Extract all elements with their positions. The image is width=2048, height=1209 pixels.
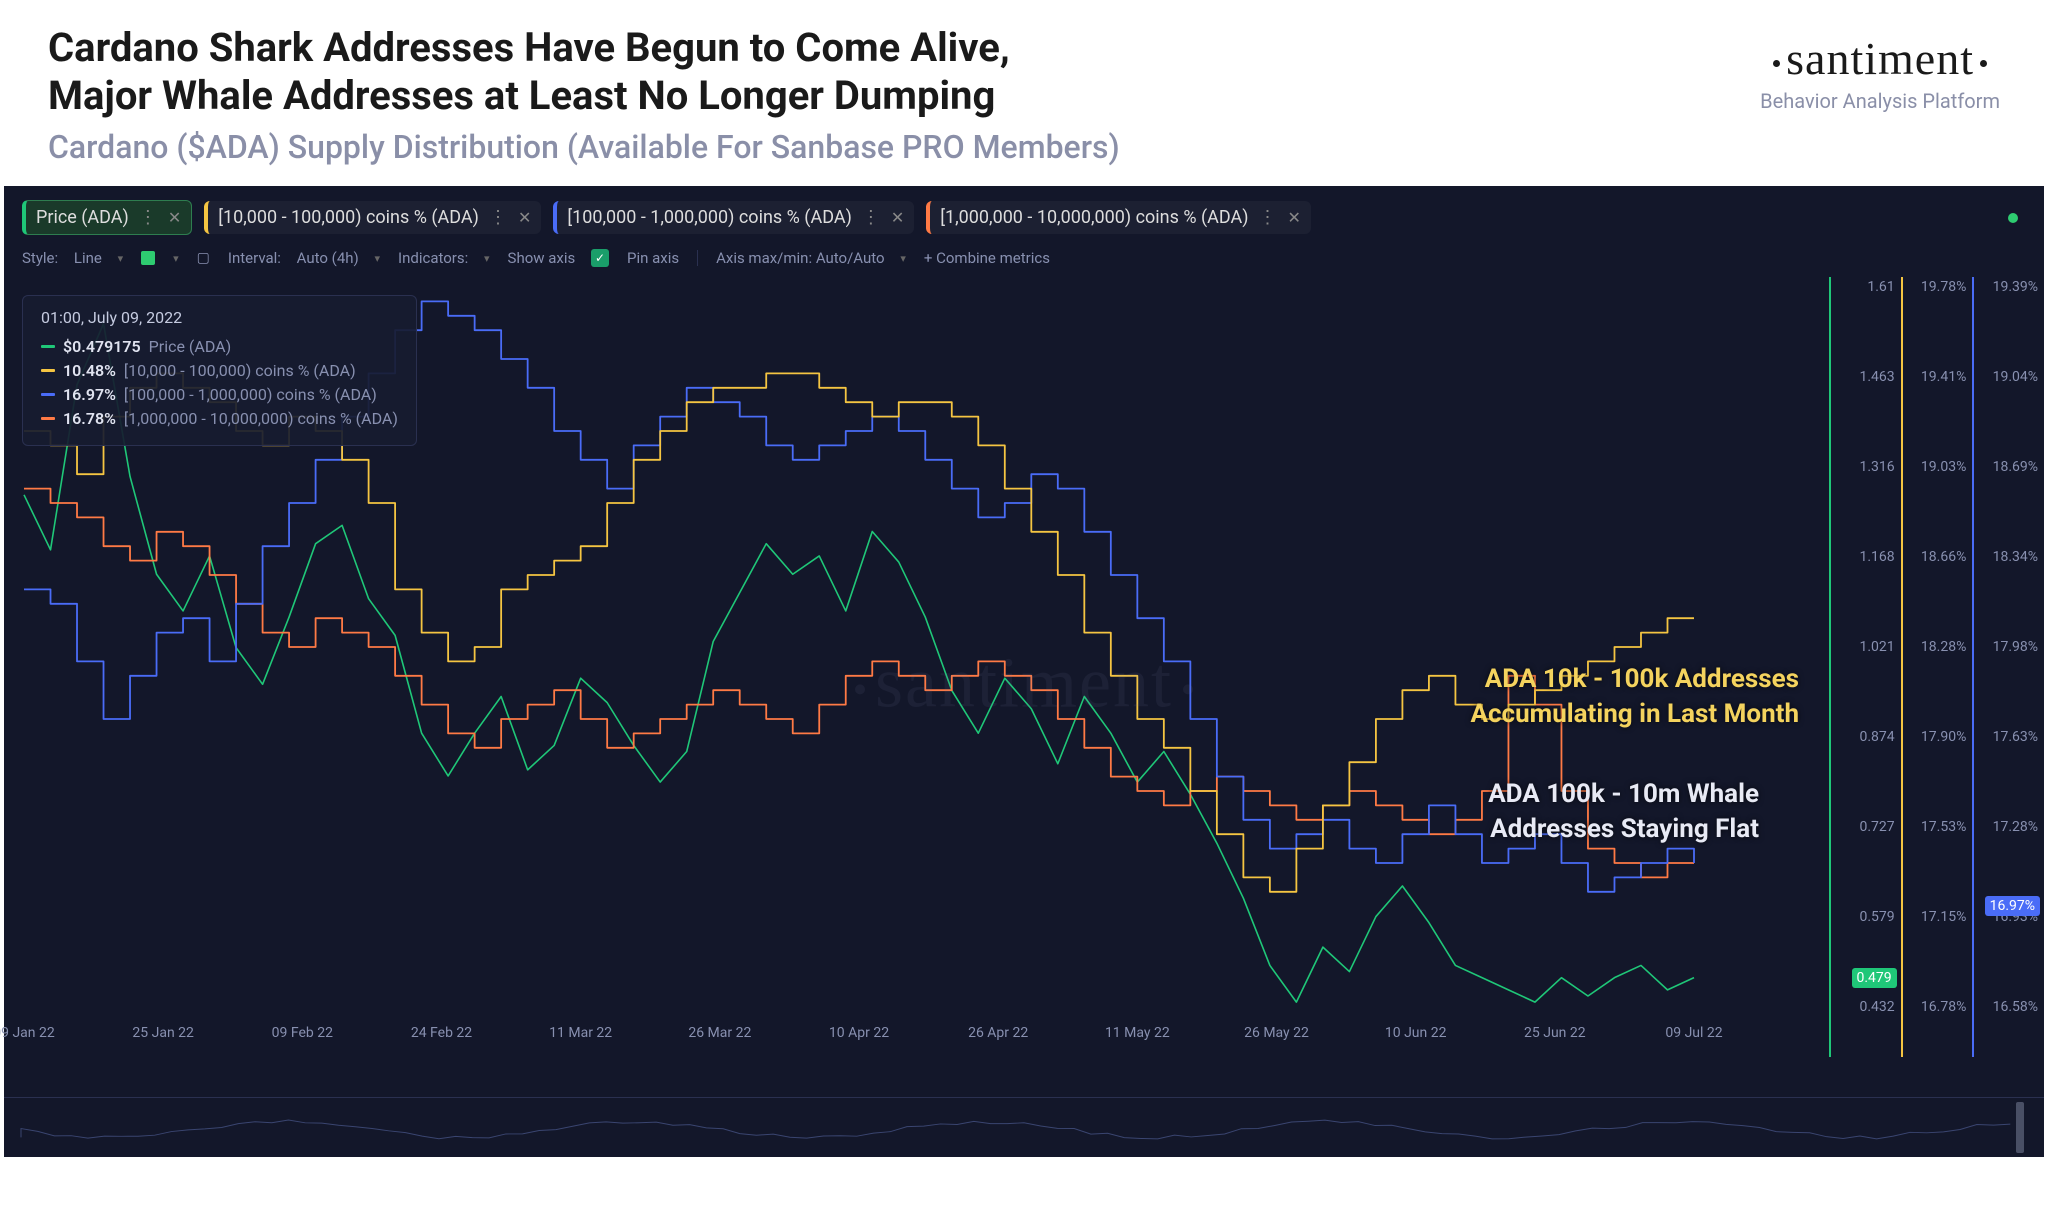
legend-row: 16.78%[1,000,000 - 10,000,000) coins % (…	[41, 409, 398, 428]
show-axis-toggle[interactable]: Show axis ✓	[508, 249, 609, 267]
brush-svg	[4, 1098, 2044, 1157]
x-tick: 10 Apr 22	[829, 1025, 889, 1041]
y-tick: 16.78%	[1921, 999, 1966, 1015]
y-tick: 18.28%	[1921, 639, 1966, 655]
connection-status-dot	[2008, 213, 2018, 223]
y-tick: 19.39%	[1993, 279, 2038, 295]
x-tick: 09 Jan 22	[0, 1025, 55, 1041]
chart-body[interactable]: 01:00, July 09, 2022 $0.479175Price (ADA…	[4, 277, 2044, 1097]
y-axis-col: 1.61 1.463 1.316 1.168 1.021 0.874 0.727 0.579 0…	[1829, 277, 1901, 1057]
annotation-whales: ADA 100k - 10m Whale Addresses Staying F…	[1488, 777, 1759, 847]
metric-chip[interactable]: [100,000 - 1,000,000) coins % (ADA)⋮✕	[553, 201, 914, 234]
y-tick: 17.63%	[1993, 729, 2038, 745]
y-tick: 1.021	[1860, 639, 1895, 655]
chip-menu-icon[interactable]: ⋮	[1259, 207, 1276, 228]
interval-selector[interactable]: Interval: Auto (4h) ▾	[228, 249, 380, 267]
chip-menu-icon[interactable]: ⋮	[862, 207, 879, 228]
pin-axis-toggle[interactable]: Pin axis	[627, 249, 679, 267]
x-tick: 10 Jun 22	[1385, 1025, 1447, 1041]
x-tick: 26 Mar 22	[688, 1025, 751, 1041]
y-tick: 18.69%	[1993, 459, 2038, 475]
legend-row: 16.97%[100,000 - 1,000,000) coins % (ADA…	[41, 385, 398, 404]
x-tick: 11 Mar 22	[549, 1025, 612, 1041]
metric-chip[interactable]: [1,000,000 - 10,000,000) coins % (ADA)⋮✕	[926, 201, 1311, 234]
metric-chip[interactable]: Price (ADA)⋮✕	[22, 200, 192, 235]
combine-metrics-button[interactable]: + Combine metrics	[924, 249, 1050, 267]
y-tick: 17.28%	[1993, 819, 2038, 835]
x-tick: 09 Jul 22	[1665, 1025, 1722, 1041]
brush-overview[interactable]	[4, 1097, 2044, 1157]
indicators-selector[interactable]: Indicators: ▾	[398, 249, 490, 267]
axis-value-badge: 0.479	[1852, 968, 1897, 988]
chip-close-icon[interactable]: ✕	[518, 208, 531, 227]
chip-close-icon[interactable]: ✕	[168, 208, 181, 227]
y-tick: 1.463	[1860, 369, 1895, 385]
chart-panel: Price (ADA)⋮✕[10,000 - 100,000) coins % …	[4, 186, 2044, 1097]
y-tick: 1.61	[1867, 279, 1894, 295]
brand-logo: santiment	[1760, 32, 2000, 85]
subtitle: Cardano ($ADA) Supply Distribution (Avai…	[48, 128, 1760, 166]
metric-chip[interactable]: [10,000 - 100,000) coins % (ADA)⋮✕	[204, 201, 541, 234]
y-tick: 0.432	[1860, 999, 1895, 1015]
legend-timestamp: 01:00, July 09, 2022	[41, 308, 398, 327]
header: Cardano Shark Addresses Have Begun to Co…	[0, 0, 2048, 186]
chip-menu-icon[interactable]: ⋮	[139, 207, 156, 228]
y-tick: 19.04%	[1993, 369, 2038, 385]
x-tick: 26 May 22	[1244, 1025, 1309, 1041]
annotation-sharks: ADA 10k - 100k Addresses Accumulating in…	[1471, 662, 1799, 732]
y-tick: 1.316	[1860, 459, 1895, 475]
brand-tagline: Behavior Analysis Platform	[1760, 89, 2000, 113]
brand-block: santiment Behavior Analysis Platform	[1760, 24, 2000, 113]
header-left: Cardano Shark Addresses Have Begun to Co…	[48, 24, 1760, 166]
y-tick: 0.727	[1860, 819, 1895, 835]
y-tick: 17.98%	[1993, 639, 2038, 655]
chip-close-icon[interactable]: ✕	[1288, 208, 1301, 227]
tooltip-legend: 01:00, July 09, 2022 $0.479175Price (ADA…	[22, 295, 417, 446]
x-tick: 11 May 22	[1105, 1025, 1170, 1041]
y-tick: 16.58%	[1993, 999, 2038, 1015]
legend-row: $0.479175Price (ADA)	[41, 337, 398, 356]
metric-chips-row: Price (ADA)⋮✕[10,000 - 100,000) coins % …	[4, 186, 2044, 245]
y-tick: 0.579	[1860, 909, 1895, 925]
chip-menu-icon[interactable]: ⋮	[489, 207, 506, 228]
legend-row: 10.48%[10,000 - 100,000) coins % (ADA)	[41, 361, 398, 380]
title-line-1: Cardano Shark Addresses Have Begun to Co…	[48, 24, 1760, 72]
layout-icon[interactable]: ▢	[197, 250, 210, 266]
y-tick: 17.53%	[1921, 819, 1966, 835]
x-axis: 09 Jan 2225 Jan 2209 Feb 2224 Feb 2211 M…	[4, 1025, 1829, 1049]
chip-close-icon[interactable]: ✕	[891, 208, 904, 227]
x-tick: 24 Feb 22	[411, 1025, 472, 1041]
y-tick: 17.15%	[1921, 909, 1966, 925]
brush-handle-right[interactable]	[2016, 1102, 2024, 1153]
chart-toolbar: Style: Line ▾ ▾ ▢ Interval: Auto (4h) ▾ …	[4, 245, 2044, 277]
x-tick: 25 Jun 22	[1524, 1025, 1586, 1041]
y-tick: 19.78%	[1921, 279, 1966, 295]
x-tick: 26 Apr 22	[968, 1025, 1028, 1041]
y-tick: 18.34%	[1993, 549, 2038, 565]
y-axis-col: 19.78% 19.41% 19.03% 18.66% 18.28% 17.90% 17.5…	[1901, 277, 1973, 1057]
x-tick: 25 Jan 22	[132, 1025, 194, 1041]
series-color-swatch[interactable]	[141, 251, 155, 265]
y-tick: 0.874	[1860, 729, 1895, 745]
axis-value-badge: 16.97%	[1985, 896, 2040, 916]
y-tick: 17.90%	[1921, 729, 1966, 745]
x-tick: 09 Feb 22	[272, 1025, 333, 1041]
y-axis-col: 19.39% 19.04% 18.69% 18.34% 17.98% 17.63% 17.2…	[1972, 277, 2044, 1057]
y-tick: 1.168	[1860, 549, 1895, 565]
axis-minmax-selector[interactable]: Axis max/min: Auto/Auto ▾	[716, 249, 906, 267]
y-axes-group: 1.61 1.463 1.316 1.168 1.021 0.874 0.727 0.579 0…	[1829, 277, 2044, 1057]
y-tick: 19.03%	[1921, 459, 1966, 475]
y-tick: 19.41%	[1921, 369, 1966, 385]
title-line-2: Major Whale Addresses at Least No Longer…	[48, 72, 1760, 120]
style-selector[interactable]: Style: Line ▾	[22, 249, 123, 267]
y-tick: 18.66%	[1921, 549, 1966, 565]
